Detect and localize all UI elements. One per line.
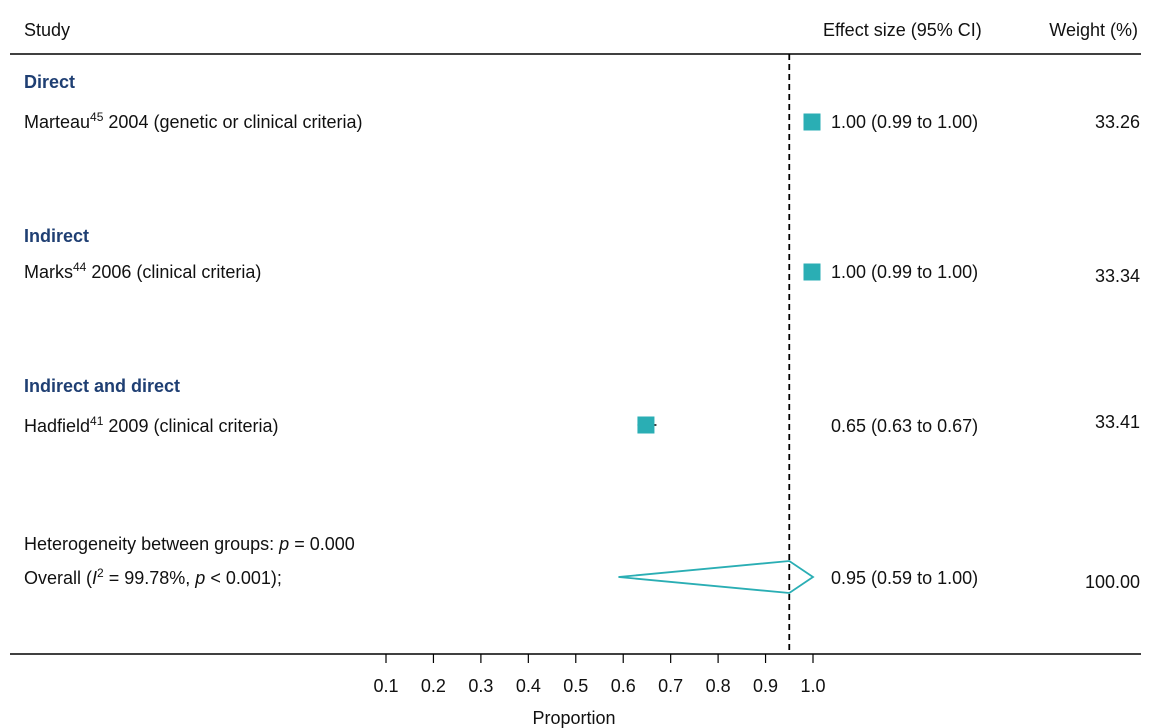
- study-ci-marks: 1.00 (0.99 to 1.00): [831, 262, 978, 282]
- study-weight-marteau: 33.26: [1095, 112, 1140, 132]
- header-effect-size: Effect size (95% CI): [823, 20, 982, 40]
- x-tick-label-0.3: 0.3: [468, 676, 493, 696]
- overall-weight: 100.00: [1085, 572, 1140, 592]
- heterogeneity-label: Heterogeneity between groups: p = 0.000: [24, 534, 355, 554]
- overall-label: Overall (I2 = 99.78%, p < 0.001);: [24, 566, 282, 588]
- study-ci-hadfield: 0.65 (0.63 to 0.67): [831, 416, 978, 436]
- x-tick-label-0.1: 0.1: [373, 676, 398, 696]
- x-tick-label-0.5: 0.5: [563, 676, 588, 696]
- header-study: Study: [24, 20, 70, 40]
- study-label-hadfield: Hadfield41 2009 (clinical criteria): [24, 414, 278, 436]
- overall-diamond: [618, 560, 815, 594]
- study-label-marteau: Marteau45 2004 (genetic or clinical crit…: [24, 110, 363, 132]
- study-weight-marks: 33.34: [1095, 266, 1140, 286]
- x-tick-label-0.2: 0.2: [421, 676, 446, 696]
- plot-marks: [618, 113, 821, 594]
- x-tick-label-0.6: 0.6: [611, 676, 636, 696]
- effect-marker-hadfield: [637, 416, 655, 434]
- x-axis-ticks: 0.1 0.2 0.3 0.4 0.5 0.6 0.7 0.8 0.9 1.0: [373, 654, 826, 696]
- study-ci-marteau: 1.00 (0.99 to 1.00): [831, 112, 978, 132]
- x-tick-label-1.0: 1.0: [800, 676, 825, 696]
- study-label-marks: Marks44 2006 (clinical criteria): [24, 260, 261, 282]
- effect-marker-marks: [803, 263, 821, 281]
- header-weight: Weight (%): [1049, 20, 1138, 40]
- study-weight-hadfield: 33.41: [1095, 412, 1140, 432]
- group-heading-indirect-and-direct: Indirect and direct: [24, 376, 180, 396]
- x-tick-label-0.8: 0.8: [706, 676, 731, 696]
- overall-ci: 0.95 (0.59 to 1.00): [831, 568, 978, 588]
- x-axis-label: Proportion: [532, 708, 615, 728]
- x-tick-label-0.9: 0.9: [753, 676, 778, 696]
- group-heading-indirect: Indirect: [24, 226, 89, 246]
- effect-marker-marteau: [803, 113, 821, 131]
- x-tick-label-0.4: 0.4: [516, 676, 541, 696]
- x-tick-label-0.7: 0.7: [658, 676, 683, 696]
- group-heading-direct: Direct: [24, 72, 75, 92]
